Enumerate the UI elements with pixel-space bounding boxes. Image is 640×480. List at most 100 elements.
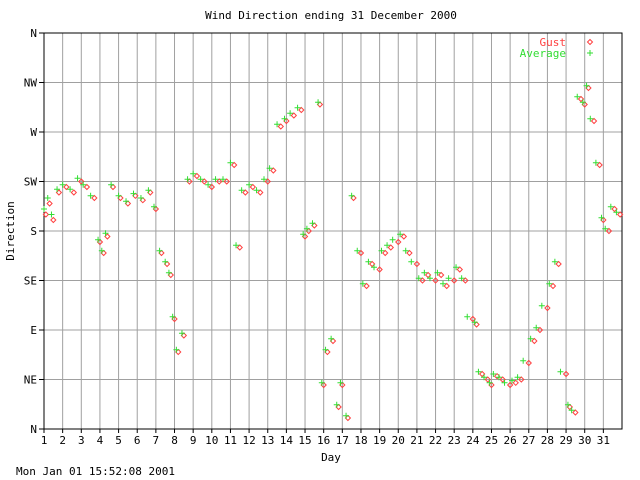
average-point [587, 115, 594, 122]
gust-point [216, 178, 223, 185]
average-point [365, 258, 372, 265]
gust-point [223, 178, 230, 185]
average-point [475, 368, 482, 375]
average-point [102, 230, 109, 237]
average-point [538, 302, 545, 309]
gust-point [249, 183, 257, 191]
x-tick-label: 15 [298, 434, 311, 447]
legend-average-plus [587, 50, 593, 56]
average-point [384, 242, 391, 249]
y-tick-label: SE [24, 275, 37, 288]
average-point [137, 195, 144, 201]
average-point [337, 379, 344, 386]
average-point [261, 176, 268, 183]
average-point [67, 186, 74, 193]
average-point [490, 371, 497, 377]
gust-point [596, 161, 603, 169]
y-axis-ticks: N NE E SE S SW W NW N [24, 27, 44, 436]
x-tick-label: 23 [448, 434, 461, 447]
gust-point [478, 370, 486, 378]
x-tick-label: 16 [317, 434, 330, 447]
average-point [123, 198, 130, 205]
gust-point [91, 194, 98, 202]
x-tick-label: 22 [429, 434, 442, 447]
average-point [300, 231, 307, 238]
gust-point [518, 376, 525, 383]
gust-point [357, 249, 365, 257]
gust-point [413, 260, 421, 268]
average-point [115, 192, 122, 199]
gust-point [484, 376, 491, 383]
average-point [359, 280, 366, 287]
average-point [59, 181, 66, 188]
average-point [533, 324, 540, 331]
gust-point [590, 117, 598, 125]
x-tick-label: 17 [336, 434, 349, 447]
x-tick-label: 29 [559, 434, 572, 447]
average-point [315, 99, 322, 106]
x-tick-label: 9 [190, 434, 197, 447]
average-point [408, 258, 415, 265]
average-point [397, 231, 404, 238]
gust-point [298, 106, 305, 114]
average-point [378, 247, 385, 254]
average-point [130, 190, 137, 197]
legend-gust-diamond [586, 38, 594, 46]
x-tick-label: 18 [354, 434, 367, 447]
gust-point [419, 277, 426, 284]
y-tick-label: N [30, 423, 37, 436]
gust-point [443, 282, 450, 290]
legend-marker-gust [586, 38, 594, 46]
x-axis-label: Day [321, 451, 341, 464]
x-tick-label: 8 [171, 434, 178, 447]
y-tick-label: N [30, 27, 37, 40]
average-point [402, 247, 409, 254]
x-tick-label: 24 [466, 434, 480, 447]
gust-point [236, 244, 243, 251]
x-tick-label: 19 [373, 434, 386, 447]
legend: Gust Average [520, 36, 594, 60]
average-point [328, 335, 335, 342]
gust-point [78, 178, 85, 185]
x-tick-label: 14 [280, 434, 294, 447]
average-point [156, 247, 163, 254]
average-point [246, 181, 253, 188]
x-tick-label: 30 [578, 434, 591, 447]
legend-marker-average [587, 50, 593, 56]
average-point [303, 225, 310, 232]
x-tick-label: 12 [242, 434, 255, 447]
average-point [197, 176, 204, 183]
x-tick-label: 20 [392, 434, 405, 447]
gust-point [381, 249, 389, 257]
average-point [238, 187, 245, 194]
average-point [184, 176, 191, 183]
average-point [495, 374, 502, 381]
gust-point [555, 260, 562, 268]
average-point [564, 401, 571, 408]
average-point [108, 181, 115, 188]
average-point [165, 269, 172, 276]
gust-point [469, 315, 477, 323]
average-point [98, 247, 105, 254]
average-point [205, 181, 212, 188]
average-point [598, 214, 605, 221]
gust-point [277, 123, 285, 130]
average-point [486, 379, 493, 386]
average-point [178, 330, 185, 337]
average-point [440, 280, 447, 287]
average-point [508, 377, 515, 384]
gust-point [193, 172, 201, 180]
gust-point [257, 189, 264, 196]
average-point [501, 379, 508, 386]
gust-point [46, 200, 53, 207]
grid [43, 32, 622, 430]
average-point [579, 99, 586, 106]
gust-point [406, 249, 413, 257]
gust-point [395, 238, 402, 246]
gust-point [611, 205, 618, 213]
y-tick-label: S [30, 225, 37, 238]
gust-point [562, 370, 570, 378]
average-point [322, 346, 329, 353]
y-axis-label: Direction [4, 201, 17, 261]
